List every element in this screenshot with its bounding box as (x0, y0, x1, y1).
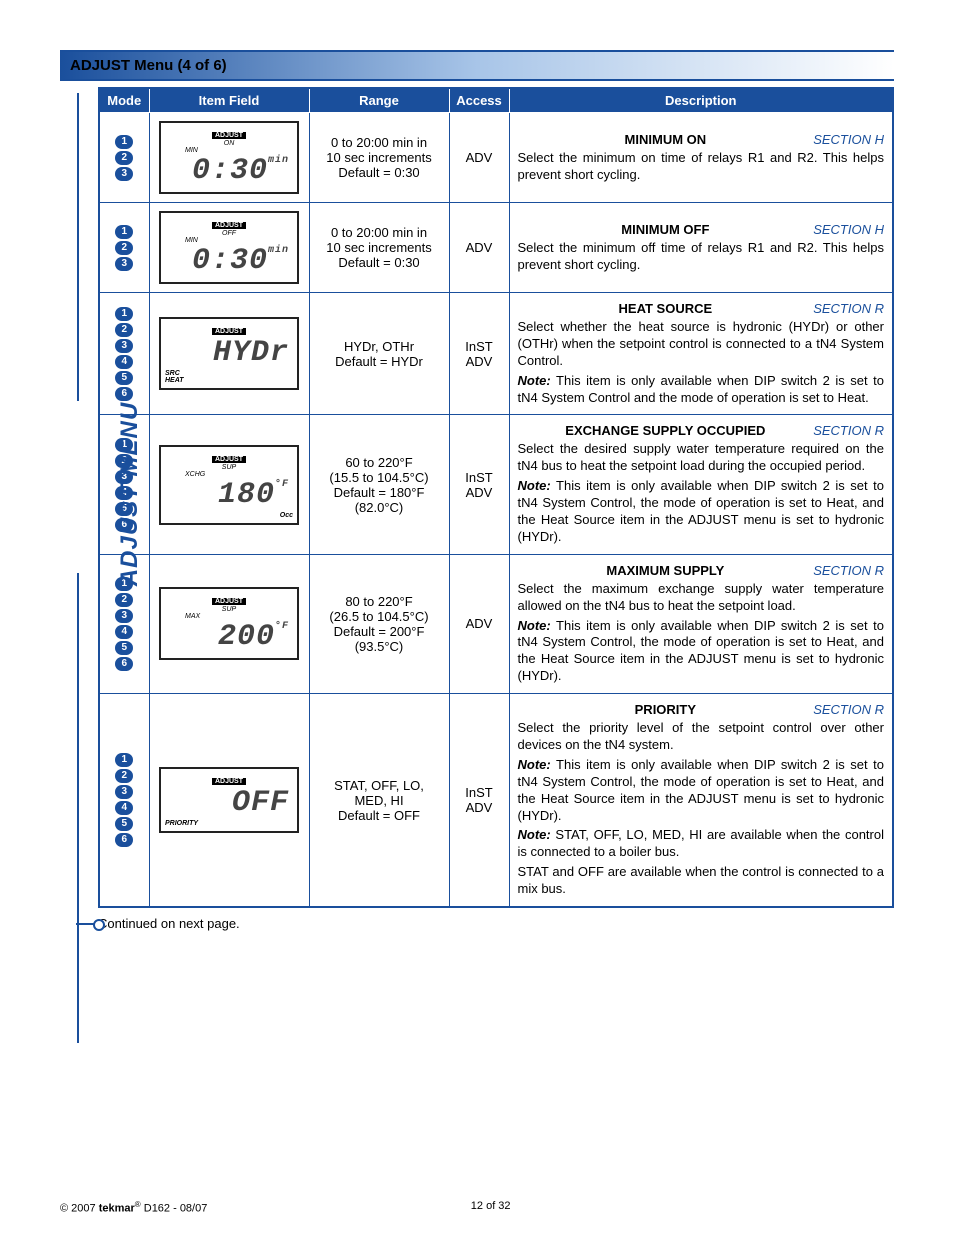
table-row: 1 2 3 4 5 6 ADJUSTOFFPRIORITYSTAT, OFF, LO,MED… (99, 694, 893, 907)
mode-badge: 2 (115, 241, 133, 255)
description-cell: MINIMUM ONSECTION HSelect the minimum on… (509, 113, 893, 203)
mode-badge: 6 (115, 387, 133, 401)
range-cell: 0 to 20:00 min in10 sec incrementsDefaul… (309, 203, 449, 293)
item-cell: ADJUSTOFFPRIORITY (149, 694, 309, 907)
mode-badge: 3 (115, 609, 133, 623)
description-cell: PRIORITYSECTION RSelect the priority lev… (509, 694, 893, 907)
mode-badge: 1 (115, 225, 133, 239)
mode-badge: 6 (115, 657, 133, 671)
col-mode: Mode (99, 88, 149, 113)
mode-badge: 4 (115, 355, 133, 369)
description-cell: MAXIMUM SUPPLYSECTION RSelect the maximu… (509, 554, 893, 693)
access-cell: ADV (449, 554, 509, 693)
lcd-display: ADJUSTOFFPRIORITY (159, 767, 299, 833)
mode-badge: 1 (115, 307, 133, 321)
continued-label: Continued on next page. (98, 916, 894, 931)
mode-cell: 1 2 3 4 5 6 (99, 694, 149, 907)
footer-left: © 2007 tekmar® D162 - 08/07 (60, 1200, 207, 1215)
mode-badge: 1 (115, 753, 133, 767)
col-item: Item Field (149, 88, 309, 113)
mode-badge: 2 (115, 769, 133, 783)
access-cell: ADV (449, 203, 509, 293)
table-row: 123456ADJUSTSUPXCHG180°FOcc60 to 220°F(1… (99, 415, 893, 554)
mode-cell: 1 2 3 4 5 6 (99, 293, 149, 415)
range-cell: STAT, OFF, LO,MED, HIDefault = OFF (309, 694, 449, 907)
item-cell: ADJUSTSUPXCHG180°FOcc (149, 415, 309, 554)
mode-badge: 3 (115, 339, 133, 353)
side-title: ADJUST MENU (116, 402, 144, 586)
footer-right (774, 1200, 894, 1215)
range-cell: HYDr, OTHrDefault = HYDr (309, 293, 449, 415)
mode-badge: 2 (115, 593, 133, 607)
access-cell: InSTADV (449, 694, 509, 907)
col-access: Access (449, 88, 509, 113)
adjust-menu-table: Mode Item Field Range Access Description… (98, 87, 894, 908)
access-cell: ADV (449, 113, 509, 203)
description-cell: EXCHANGE SUPPLY OCCUPIEDSECTION RSelect … (509, 415, 893, 554)
description-cell: MINIMUM OFFSECTION HSelect the minimum o… (509, 203, 893, 293)
lcd-display: ADJUSTHYDrSRCHEAT (159, 317, 299, 390)
copyright-label: © 2007 (60, 1203, 99, 1215)
mode-badge: 5 (115, 817, 133, 831)
section-header: ADJUST Menu (4 of 6) (60, 50, 894, 81)
table-row: 1 2 3 ADJUSTOFFMIN0:30min0 to 20:00 min in1… (99, 203, 893, 293)
range-cell: 0 to 20:00 min in10 sec incrementsDefaul… (309, 113, 449, 203)
mode-badge: 4 (115, 801, 133, 815)
brand-name: tekmar (99, 1203, 135, 1215)
mode-badge: 5 (115, 641, 133, 655)
mode-badge: 3 (115, 167, 133, 181)
item-cell: ADJUSTOFFMIN0:30min (149, 203, 309, 293)
table-header: Mode Item Field Range Access Description (99, 88, 893, 113)
description-cell: HEAT SOURCESECTION RSelect whether the h… (509, 293, 893, 415)
lcd-display: ADJUSTSUPMAX200°F (159, 587, 299, 660)
lcd-display: ADJUSTOFFMIN0:30min (159, 211, 299, 284)
mode-badge: 6 (115, 833, 133, 847)
mode-badge: 3 (115, 785, 133, 799)
table-row: 1 2 3 4 5 6 ADJUSTHYDrSRCHEATHYDr, OTHrDefault… (99, 293, 893, 415)
main-content: Mode Item Field Range Access Description… (98, 87, 894, 908)
col-range: Range (309, 88, 449, 113)
footer-center: 12 of 32 (471, 1200, 511, 1215)
access-cell: InSTADV (449, 293, 509, 415)
mode-badge: 1 (115, 135, 133, 149)
side-line-bottom (77, 573, 79, 1043)
mode-cell: 1 2 3 (99, 113, 149, 203)
item-cell: ADJUSTONMIN0:30min (149, 113, 309, 203)
mode-cell: 1 2 3 (99, 203, 149, 293)
range-cell: 60 to 220°F(15.5 to 104.5°C)Default = 18… (309, 415, 449, 554)
doc-id: D162 - 08/07 (141, 1203, 208, 1215)
lcd-display: ADJUSTONMIN0:30min (159, 121, 299, 194)
item-cell: ADJUSTHYDrSRCHEAT (149, 293, 309, 415)
mode-badge: 3 (115, 257, 133, 271)
table-row: 123456ADJUSTSUPMAX200°F80 to 220°F(26.5 … (99, 554, 893, 693)
col-description: Description (509, 88, 893, 113)
mode-badge: 4 (115, 625, 133, 639)
table-row: 1 2 3 ADJUSTONMIN0:30min0 to 20:00 min in10… (99, 113, 893, 203)
mode-badge: 5 (115, 371, 133, 385)
mode-badge: 2 (115, 151, 133, 165)
range-cell: 80 to 220°F(26.5 to 104.5°C)Default = 20… (309, 554, 449, 693)
table-body: 1 2 3 ADJUSTONMIN0:30min0 to 20:00 min in10… (99, 113, 893, 908)
access-cell: InSTADV (449, 415, 509, 554)
item-cell: ADJUSTSUPMAX200°F (149, 554, 309, 693)
page-footer: © 2007 tekmar® D162 - 08/07 12 of 32 (60, 1200, 894, 1215)
mode-badge: 2 (115, 323, 133, 337)
lcd-display: ADJUSTSUPXCHG180°FOcc (159, 445, 299, 525)
side-line-top (77, 93, 79, 401)
